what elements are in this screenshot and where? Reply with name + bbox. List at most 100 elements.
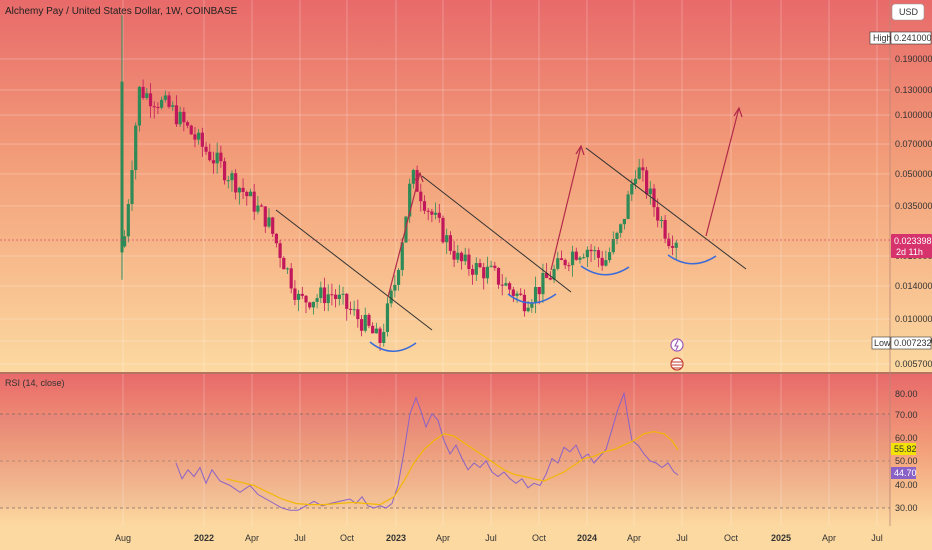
candle-body [511, 289, 515, 296]
rsi-ma-line [225, 430, 679, 506]
high-label: High [873, 33, 892, 43]
candle-body [430, 211, 434, 215]
time-axis[interactable]: Aug 2022 Apr Jul Oct 2023 Apr Jul Oct 2024 Apr Jul O… [115, 533, 883, 543]
us-flag-event-icon[interactable] [670, 357, 684, 371]
candle-body [515, 293, 519, 296]
event-icons[interactable] [670, 338, 684, 371]
arc-3 [580, 265, 630, 276]
candle-body [459, 252, 464, 262]
rsi-value: 44.70 [894, 468, 917, 478]
arrow-1 [387, 172, 421, 298]
candle-body [537, 286, 541, 295]
time-tick-label: Jul [871, 533, 883, 543]
lightning-event-icon[interactable] [670, 338, 684, 352]
rsi-tick-label: 40.00 [895, 480, 918, 490]
candle-body [178, 111, 182, 125]
arc-1 [369, 341, 417, 352]
high-marker: High 0.241000 [869, 31, 932, 45]
candle-body [341, 293, 345, 295]
candle-body [663, 219, 667, 239]
trendline-3 [585, 147, 747, 270]
candle-body [182, 111, 186, 123]
annotations [275, 106, 747, 352]
candle-body [445, 235, 449, 243]
rsi-grid [122, 374, 878, 526]
price-tick-label: 0.100000 [895, 110, 932, 120]
candle-body [304, 295, 308, 303]
candle-body [208, 151, 212, 161]
candle-body [300, 293, 304, 296]
price-pane-background [0, 0, 932, 372]
candle-body [637, 167, 641, 179]
candle-body [645, 170, 649, 195]
candle-body [371, 325, 375, 334]
candle-body [348, 308, 353, 310]
candle-body [530, 302, 534, 308]
time-tick-label: Aug [115, 533, 131, 543]
candle-body [622, 218, 626, 225]
arc-4 [667, 254, 717, 265]
candle-body [389, 290, 393, 304]
candle-body [219, 152, 223, 162]
candle-body [471, 269, 475, 275]
countdown-value: 2d 11h [896, 247, 923, 257]
time-tick-label: Oct [340, 533, 355, 543]
candle-body [126, 204, 130, 237]
candle-body [463, 254, 467, 262]
rsi-axis[interactable]: 80.00 70.00 60.00 50.00 40.00 30.00 [895, 389, 918, 513]
time-tick-label: Jul [676, 533, 688, 543]
candle-body [285, 268, 290, 270]
grid [0, 0, 890, 372]
time-tick-label: 2024 [577, 533, 597, 543]
trendline-2 [421, 175, 572, 293]
candle-body [367, 314, 371, 326]
candle-body [359, 319, 364, 331]
candle-body [667, 238, 671, 247]
chart-title: Alchemy Pay / United States Dollar, 1W, … [5, 6, 238, 17]
last-price-badge: 0.023398 2d 11h [891, 234, 932, 258]
rsi-tick-label: 80.00 [895, 389, 918, 399]
candle-body [633, 178, 638, 184]
candle-body [596, 250, 601, 258]
arrow-1-head [414, 171, 424, 183]
time-tick-label: Oct [532, 533, 547, 543]
candle-body [485, 266, 490, 279]
candle-body [252, 191, 256, 212]
candle-body [167, 95, 171, 107]
rsi-pane-background [0, 374, 932, 526]
candle-body [626, 194, 630, 219]
candle-body [504, 283, 508, 286]
candle-body [197, 132, 201, 140]
arrow-2-head [575, 144, 585, 156]
trendline-1 [275, 209, 433, 331]
rsi-line [175, 391, 679, 511]
candle-body [315, 298, 319, 302]
candle-body [589, 249, 593, 252]
candle-body [433, 212, 438, 215]
candle-body [237, 187, 241, 193]
price-tick-label: 0.130000 [895, 85, 932, 95]
candle-body [322, 287, 327, 304]
candle-body [230, 173, 234, 181]
candle-body [570, 251, 575, 266]
candle-body [259, 205, 264, 207]
candle-body [248, 191, 253, 197]
rsi-ma-badge: 55.82 [891, 443, 917, 455]
candle-body [607, 252, 612, 261]
candle-body [378, 328, 382, 344]
low-value: 0.007232 [894, 338, 932, 348]
price-tick-label: 0.014000 [895, 281, 932, 291]
candle-body [600, 257, 604, 266]
price-tick-label: 0.010000 [895, 314, 932, 324]
candle-body [659, 219, 664, 221]
currency-button[interactable]: USD [891, 3, 925, 21]
candle-body [234, 173, 238, 193]
candle-body [278, 243, 282, 258]
candle-body [574, 251, 578, 260]
rsi-value-badge: 44.70 [891, 467, 917, 479]
candle-body [319, 287, 323, 299]
candle-body [545, 273, 549, 278]
candle-body [489, 265, 493, 267]
candle-body [478, 263, 482, 268]
time-tick-label: Jul [294, 533, 306, 543]
